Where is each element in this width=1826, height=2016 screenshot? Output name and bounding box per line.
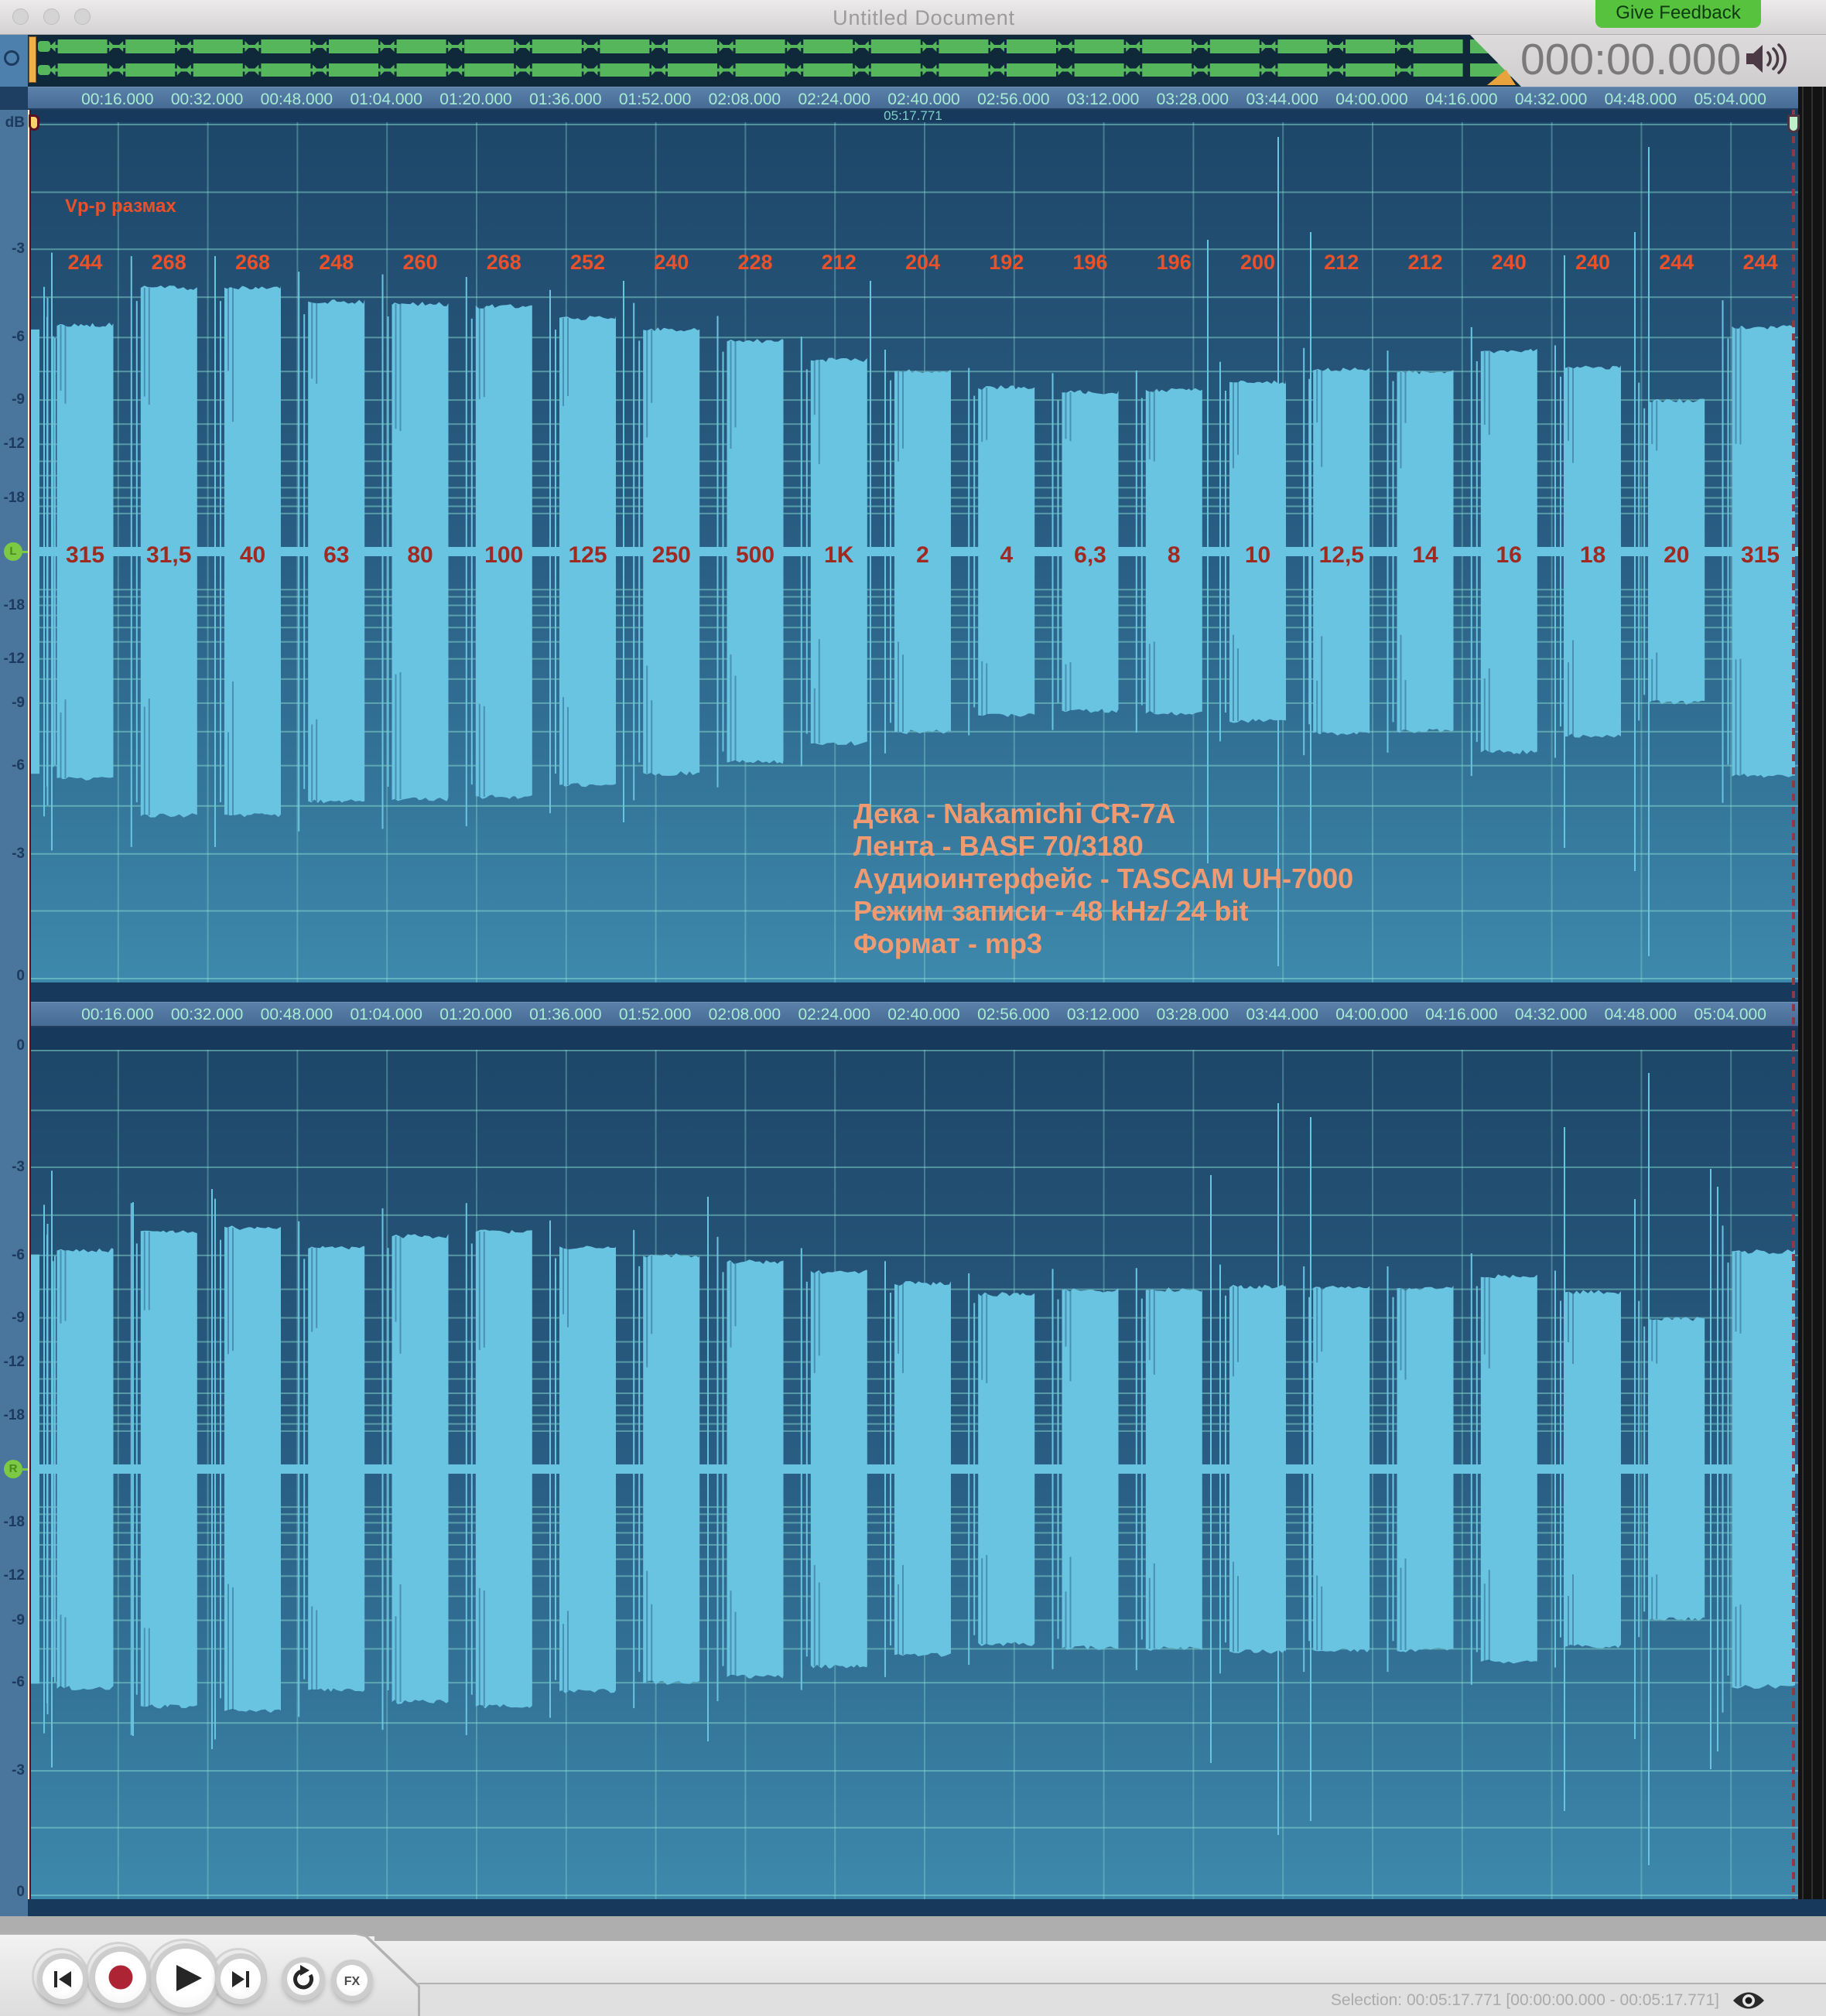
svg-text:FX: FX: [344, 1975, 361, 1988]
